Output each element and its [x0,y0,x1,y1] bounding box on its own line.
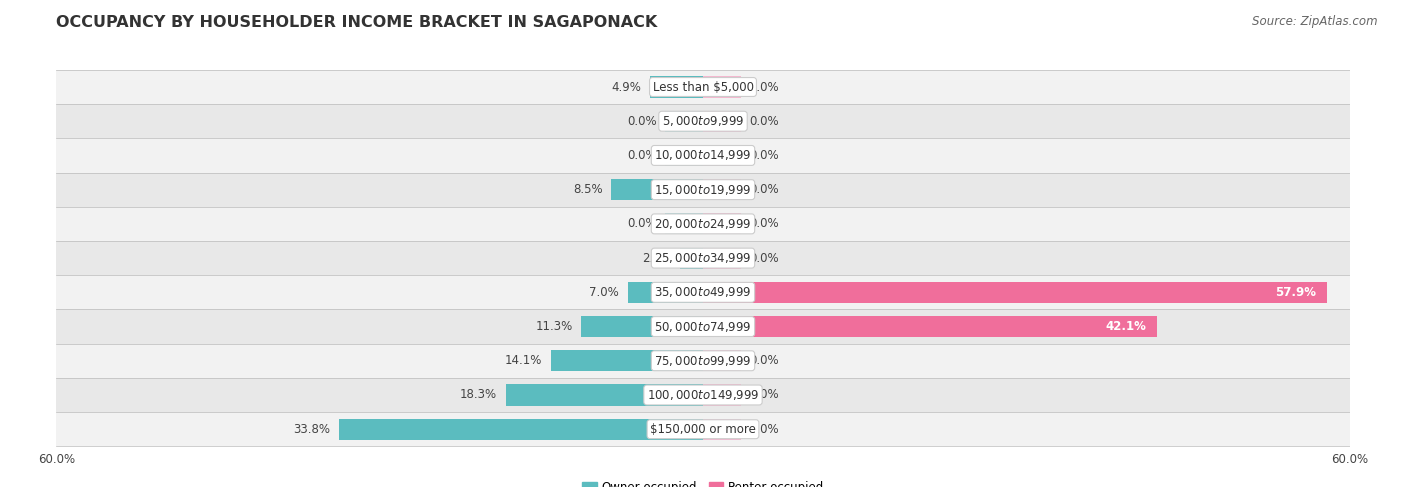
Text: 57.9%: 57.9% [1275,286,1316,299]
Text: 0.0%: 0.0% [749,389,779,401]
Bar [56,138,1350,172]
Text: 2.1%: 2.1% [643,252,672,264]
Bar [703,419,741,440]
Text: OCCUPANCY BY HOUSEHOLDER INCOME BRACKET IN SAGAPONACK: OCCUPANCY BY HOUSEHOLDER INCOME BRACKET … [56,15,658,30]
Bar [612,179,703,200]
Text: 42.1%: 42.1% [1105,320,1146,333]
Bar [703,213,741,235]
Text: 0.0%: 0.0% [627,217,657,230]
Text: $5,000 to $9,999: $5,000 to $9,999 [662,114,744,128]
Text: 0.0%: 0.0% [627,149,657,162]
Bar [339,419,703,440]
Text: 0.0%: 0.0% [749,252,779,264]
Text: 14.1%: 14.1% [505,354,543,367]
Bar [650,76,703,97]
Bar [56,70,1350,104]
Bar [56,275,1350,309]
Bar [56,412,1350,446]
Text: 33.8%: 33.8% [292,423,330,436]
Text: 11.3%: 11.3% [536,320,572,333]
Bar [665,111,703,132]
Text: 0.0%: 0.0% [749,423,779,436]
Bar [665,213,703,235]
Text: $10,000 to $14,999: $10,000 to $14,999 [654,149,752,163]
Text: 0.0%: 0.0% [749,115,779,128]
Bar [703,145,741,166]
Text: 0.0%: 0.0% [749,80,779,94]
Text: 7.0%: 7.0% [589,286,619,299]
Text: 0.0%: 0.0% [749,183,779,196]
Bar [703,281,1327,303]
Text: $15,000 to $19,999: $15,000 to $19,999 [654,183,752,197]
Text: 18.3%: 18.3% [460,389,498,401]
Bar [506,384,703,406]
Text: 0.0%: 0.0% [627,115,657,128]
Text: $150,000 or more: $150,000 or more [650,423,756,436]
Bar [56,344,1350,378]
Bar [56,104,1350,138]
Bar [703,247,741,269]
Text: $100,000 to $149,999: $100,000 to $149,999 [647,388,759,402]
Bar [56,172,1350,207]
Bar [56,378,1350,412]
Legend: Owner-occupied, Renter-occupied: Owner-occupied, Renter-occupied [578,477,828,487]
Bar [703,179,741,200]
Text: Less than $5,000: Less than $5,000 [652,80,754,94]
Bar [703,384,741,406]
Bar [703,316,1157,337]
Text: 0.0%: 0.0% [749,217,779,230]
Text: $35,000 to $49,999: $35,000 to $49,999 [654,285,752,300]
Bar [703,111,741,132]
Bar [665,145,703,166]
Text: 0.0%: 0.0% [749,149,779,162]
Text: Source: ZipAtlas.com: Source: ZipAtlas.com [1253,15,1378,28]
Text: $20,000 to $24,999: $20,000 to $24,999 [654,217,752,231]
Bar [551,350,703,372]
Bar [56,207,1350,241]
Text: $25,000 to $34,999: $25,000 to $34,999 [654,251,752,265]
Bar [581,316,703,337]
Bar [703,350,741,372]
Bar [56,309,1350,344]
Bar [703,76,741,97]
Text: 8.5%: 8.5% [574,183,603,196]
Bar [681,247,703,269]
Bar [627,281,703,303]
Text: 4.9%: 4.9% [612,80,641,94]
Text: $75,000 to $99,999: $75,000 to $99,999 [654,354,752,368]
Text: $50,000 to $74,999: $50,000 to $74,999 [654,319,752,334]
Text: 0.0%: 0.0% [749,354,779,367]
Bar [56,241,1350,275]
